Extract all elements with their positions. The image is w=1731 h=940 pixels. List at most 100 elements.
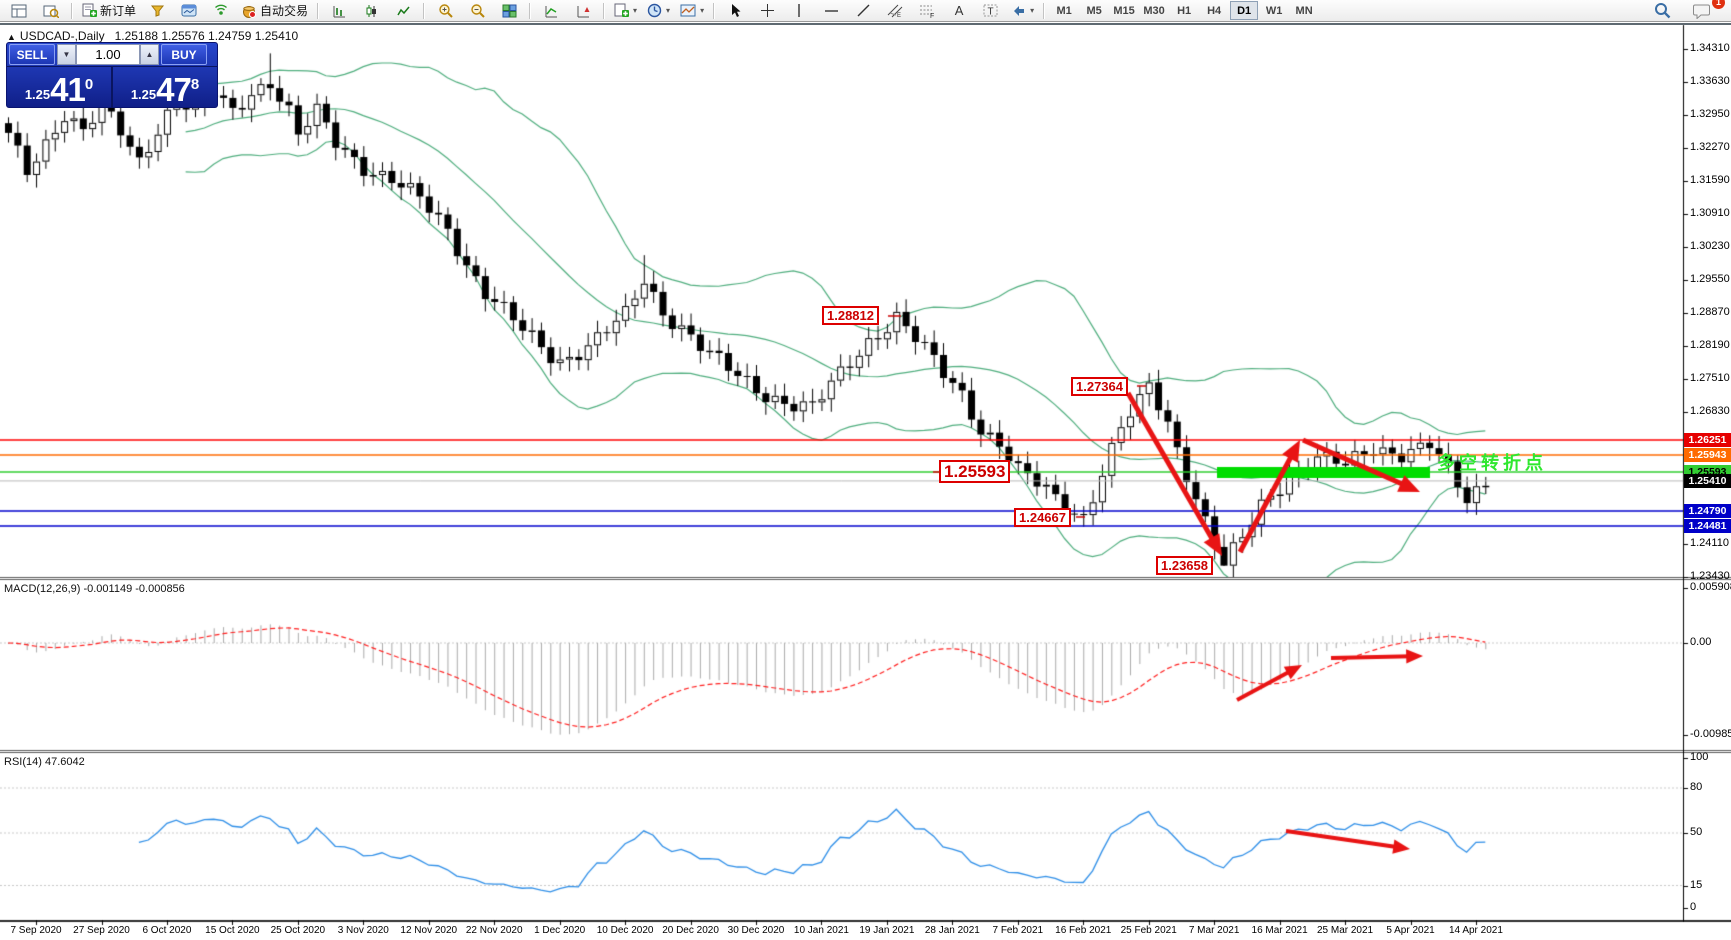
symbol-title: USDCAD-,Daily xyxy=(19,29,105,43)
auto-trading-button[interactable]: 自动交易 xyxy=(238,0,312,22)
rsi-tick: 100 xyxy=(1690,751,1709,763)
tile-windows-icon[interactable] xyxy=(494,0,524,22)
charts-list-icon[interactable] xyxy=(4,0,34,22)
timeframe-h1[interactable]: H1 xyxy=(1177,4,1192,17)
line-chart-icon[interactable] xyxy=(388,0,418,22)
trend-note-text: 多空转折点 xyxy=(1437,453,1547,473)
indicators-icon[interactable] xyxy=(536,0,566,22)
crosshair-tool-icon[interactable] xyxy=(752,0,782,22)
date-tick: 25 Mar 2021 xyxy=(1316,925,1374,936)
zoom-out-icon[interactable] xyxy=(462,0,492,22)
sell-price-panel[interactable]: 1.25 41 0 xyxy=(7,67,113,108)
price-annotation-box: 1.28812 xyxy=(822,306,879,325)
volume-input[interactable]: 1.00 xyxy=(76,44,140,65)
timeframe-mn[interactable]: MN xyxy=(1295,4,1313,17)
ohlc-quotes: 1.25188 1.25576 1.24759 1.25410 xyxy=(114,29,299,43)
one-click-trading-panel: SELL ▼ 1.00 ▲ BUY 1.25 41 0 1.25 47 8 xyxy=(6,42,218,108)
auto-trading-label: 自动交易 xyxy=(260,4,309,18)
sell-button[interactable]: SELL xyxy=(9,44,55,65)
horizontal-line-tool[interactable] xyxy=(816,0,846,22)
buy-price-small: 1.25 xyxy=(130,87,157,102)
date-tick: 16 Feb 2021 xyxy=(1055,925,1112,936)
separator xyxy=(529,2,532,19)
signal-icon[interactable] xyxy=(206,0,236,22)
price-tag: 1.24790 xyxy=(1684,504,1731,518)
date-tick: 1 Dec 2020 xyxy=(534,925,586,936)
price-tick: 1.29550 xyxy=(1690,273,1730,285)
new-order-label: 新订单 xyxy=(100,4,137,18)
buy-price-panel[interactable]: 1.25 47 8 xyxy=(113,67,217,108)
channel-tool[interactable]: E xyxy=(880,0,910,22)
text-label-tool[interactable]: T xyxy=(976,0,1006,22)
svg-text:E: E xyxy=(897,13,901,18)
price-tick: 1.24110 xyxy=(1690,537,1729,549)
text-tool[interactable]: A xyxy=(954,3,964,18)
candlestick-icon[interactable] xyxy=(356,0,386,22)
volume-decrease-button[interactable]: ▼ xyxy=(57,44,76,65)
date-tick: 7 Feb 2021 xyxy=(992,925,1044,936)
toolbar: 新订单 自动交易 ▾ xyxy=(0,0,1731,22)
volume-increase-button[interactable]: ▲ xyxy=(140,44,159,65)
profiles-clock-button[interactable]: ▾ xyxy=(643,0,674,22)
price-tick: 1.28870 xyxy=(1690,306,1730,318)
date-tick: 5 Apr 2021 xyxy=(1386,925,1435,936)
price-tag: 1.25410 xyxy=(1684,473,1731,488)
arrows-tool[interactable]: ▾ xyxy=(1008,0,1038,22)
date-tick: 28 Jan 2021 xyxy=(924,925,980,936)
objects-icon[interactable] xyxy=(568,0,598,22)
timeframe-h4[interactable]: H4 xyxy=(1207,4,1222,17)
date-tick: 10 Jan 2021 xyxy=(793,925,849,936)
search-icon[interactable] xyxy=(1647,0,1677,22)
fibonacci-tool[interactable]: F xyxy=(912,0,942,22)
new-chart-button[interactable]: ▾ xyxy=(610,0,641,22)
separator xyxy=(423,2,426,19)
date-tick: 7 Sep 2020 xyxy=(10,925,62,936)
price-tick: 1.32950 xyxy=(1690,108,1730,120)
data-window-icon[interactable] xyxy=(36,0,66,22)
date-tick: 30 Dec 2020 xyxy=(727,925,785,936)
rsi-tick: 50 xyxy=(1690,826,1703,838)
zoom-in-icon[interactable] xyxy=(430,0,460,22)
price-tick: 1.30910 xyxy=(1690,207,1730,219)
trendline-tool[interactable] xyxy=(848,0,878,22)
date-tick: 27 Sep 2020 xyxy=(73,925,130,936)
date-tick: 22 Nov 2020 xyxy=(465,925,523,936)
date-tick: 10 Dec 2020 xyxy=(596,925,654,936)
buy-button[interactable]: BUY xyxy=(161,44,207,65)
new-order-button[interactable]: 新订单 xyxy=(78,0,140,22)
separator xyxy=(71,2,73,19)
chat-badge: 1 xyxy=(1712,0,1725,9)
svg-text:T: T xyxy=(988,7,994,18)
bar-chart-icon[interactable] xyxy=(324,0,354,22)
timeframe-m15[interactable]: M15 xyxy=(1113,4,1135,17)
separator xyxy=(1043,2,1046,19)
price-tick: 1.26830 xyxy=(1690,405,1730,417)
rsi-label: RSI(14) 47.6042 xyxy=(4,756,85,768)
date-tick: 3 Nov 2020 xyxy=(337,925,389,936)
timeframe-m30[interactable]: M30 xyxy=(1143,4,1165,17)
chat-icon[interactable]: 1 xyxy=(1687,0,1725,22)
date-tick: 14 Apr 2021 xyxy=(1448,925,1503,936)
timeframe-m5[interactable]: M5 xyxy=(1086,4,1102,17)
market-depth-icon[interactable] xyxy=(142,0,172,22)
price-annotation-box: 1.23658 xyxy=(1156,556,1213,575)
terminal-icon[interactable] xyxy=(174,0,204,22)
separator xyxy=(603,2,606,19)
price-tick: 1.23430 xyxy=(1690,570,1730,582)
templates-button[interactable]: ▾ xyxy=(676,0,708,22)
timeframe-d1[interactable]: D1 xyxy=(1230,1,1259,20)
price-tick: 1.31590 xyxy=(1690,174,1730,186)
timeframe-m1[interactable]: M1 xyxy=(1056,4,1072,17)
date-tick: 25 Feb 2021 xyxy=(1120,925,1177,936)
date-tick: 20 Dec 2020 xyxy=(662,925,719,936)
cursor-tool-icon[interactable] xyxy=(720,0,750,22)
sell-price-big: 41 xyxy=(50,71,86,108)
date-tick: 7 Mar 2021 xyxy=(1188,925,1240,936)
vertical-line-tool[interactable] xyxy=(784,0,814,22)
timeframe-w1[interactable]: W1 xyxy=(1265,4,1283,17)
rsi-tick: 15 xyxy=(1690,878,1703,891)
timeframe-group: M1 M5 M15 M30 H1 H4 D1 W1 MN xyxy=(1050,1,1318,20)
